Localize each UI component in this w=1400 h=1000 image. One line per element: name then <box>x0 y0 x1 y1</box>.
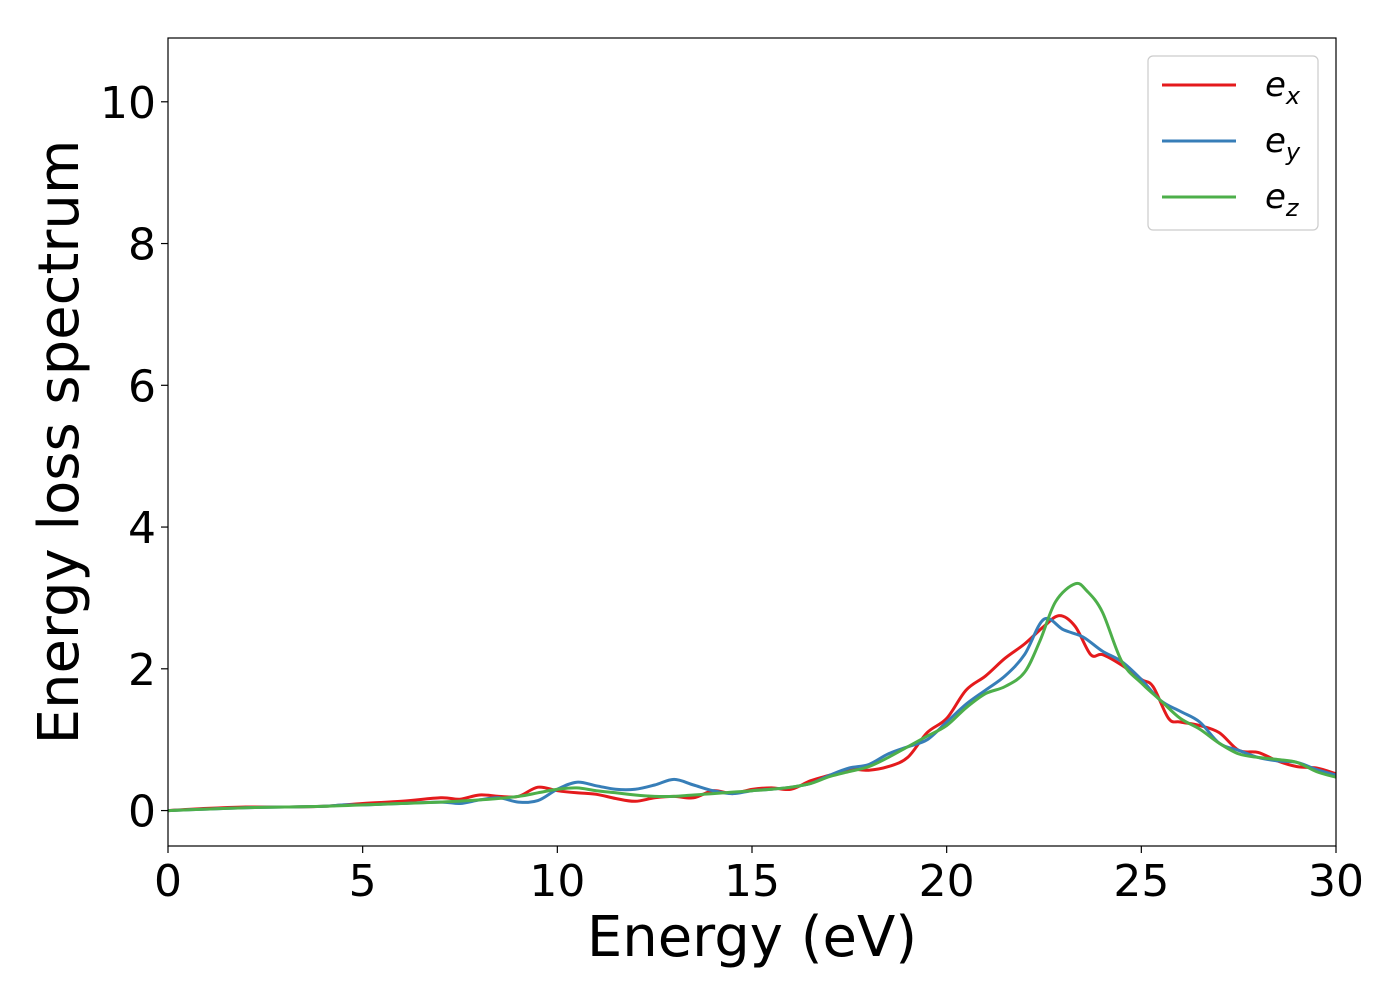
x-axis-ticks: 0 5 10 15 20 25 30 <box>154 846 1364 907</box>
x-tick-label: 5 <box>349 856 377 907</box>
series-line-e-y <box>168 616 1336 813</box>
y-tick-label: 10 <box>100 78 156 129</box>
legend-box <box>1147 55 1319 231</box>
y-tick-label: 8 <box>128 220 156 271</box>
series-line-e-x <box>168 614 1336 813</box>
x-tick-label: 0 <box>154 856 182 907</box>
x-tick-label: 20 <box>919 856 975 907</box>
x-axis-label: Energy (eV) <box>587 905 917 970</box>
series-layer <box>168 581 1336 813</box>
x-tick-label: 25 <box>1113 856 1169 907</box>
y-axis-label: Energy loss spectrum <box>27 140 92 745</box>
legend-label-e-x: ex <box>1265 65 1301 110</box>
y-tick-label: 6 <box>128 361 156 412</box>
y-tick-label: 0 <box>128 787 156 838</box>
legend: ex ey ez <box>1147 55 1319 231</box>
y-axis-ticks: 0 2 4 6 8 10 <box>100 78 168 838</box>
x-tick-label: 30 <box>1308 856 1364 907</box>
y-tick-label: 2 <box>128 645 156 696</box>
legend-label-e-z: ez <box>1265 177 1300 222</box>
y-tick-label: 4 <box>128 503 156 554</box>
x-tick-label: 15 <box>724 856 780 907</box>
x-tick-label: 10 <box>529 856 585 907</box>
series-line-e-z <box>168 581 1336 813</box>
legend-label-e-y: ey <box>1265 121 1301 166</box>
